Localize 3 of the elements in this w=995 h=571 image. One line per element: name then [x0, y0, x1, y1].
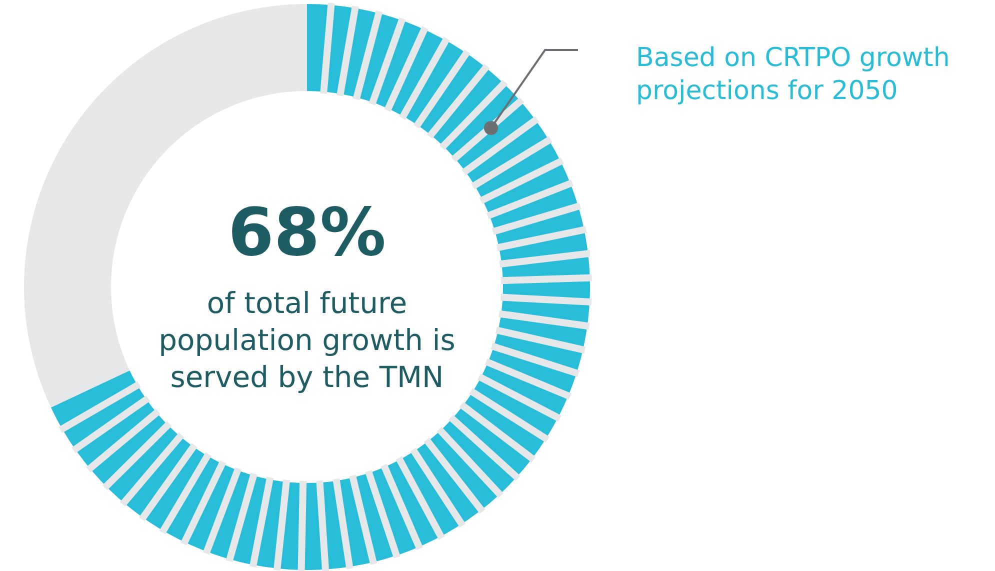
text: 68% — [228, 194, 386, 271]
text: of total future population growth is served by the TMN — [158, 286, 456, 394]
text: Based on CRTPO growth projections for 2050 — [636, 43, 950, 106]
